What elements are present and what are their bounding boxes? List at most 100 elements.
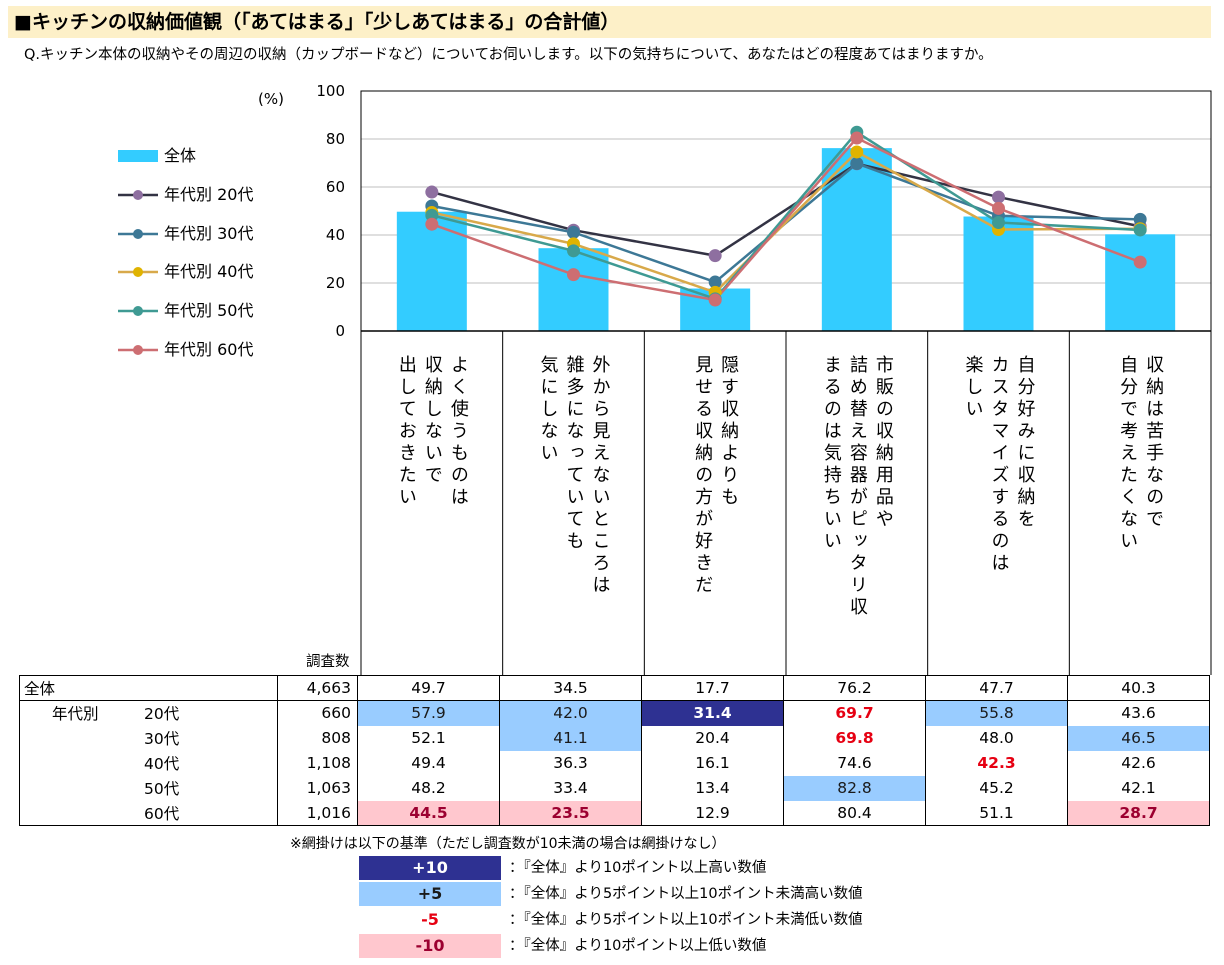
age-label: 60代 <box>144 804 180 823</box>
key-description: ：『全体』より5ポイント以上10ポイント未満低い数値 <box>509 912 863 928</box>
category-label-line: 隠す収納よりも <box>718 355 740 509</box>
y-tick-label: 60 <box>326 178 345 196</box>
survey-count: 1,016 <box>277 800 358 826</box>
data-point <box>425 217 439 231</box>
table-cell: 42.0 <box>499 700 642 726</box>
table-cell: 16.1 <box>641 750 784 776</box>
table-cell: 31.4 <box>641 700 784 726</box>
y-axis-unit: (%) <box>258 90 284 108</box>
data-table: 全体 4,663 49.7 34.5 17.7 76.2 47.7 40.3 年代別 20代 660… <box>19 675 1210 826</box>
category-label: よく使うものは 収納しないで 出しておきたい <box>361 333 503 671</box>
survey-count: 1,063 <box>277 775 358 801</box>
y-tick-label: 0 <box>335 322 345 340</box>
table-cell: 33.4 <box>499 775 642 801</box>
category-label-line: 自分で考えたくない <box>1117 355 1139 553</box>
data-point <box>992 190 1005 204</box>
key-swatch: -10 <box>359 934 501 958</box>
category-label-line: 外から見えないところは <box>589 355 611 597</box>
survey-count: 660 <box>277 700 358 726</box>
legend-label: 年代別 20代 <box>164 184 254 204</box>
legend-swatch <box>118 267 158 278</box>
category-label: 収納は苦手なので 自分で考えたくない <box>1069 333 1211 671</box>
category-label-line: よく使うものは <box>447 355 469 509</box>
table-cell: 49.4 <box>357 750 500 776</box>
legend-item: 年代別 30代 <box>118 222 318 246</box>
bar <box>1105 234 1176 331</box>
table-cell: 41.1 <box>499 725 642 751</box>
category-label-line: 収納は苦手なので <box>1143 355 1165 531</box>
y-tick-label: 80 <box>326 130 345 148</box>
table-cell: 49.7 <box>357 675 500 701</box>
table-cell: 48.0 <box>925 725 1068 751</box>
category-label: 外から見えないところは 雑多になっていても 気にしない <box>503 333 645 671</box>
table-cell: 42.3 <box>925 750 1068 776</box>
table-cell: 40.3 <box>1067 675 1210 701</box>
series-line <box>431 130 1141 301</box>
category-label-line: 気にしない <box>537 355 559 465</box>
row-label: 50代 <box>19 775 278 801</box>
table-cell: 44.5 <box>357 800 500 826</box>
category-label-line: 詰め替え容器がピッタリ収 <box>846 355 868 619</box>
legend-item: 年代別 20代 <box>118 183 318 207</box>
table-cell: 74.6 <box>783 750 926 776</box>
table-row: 30代 808 52.1 41.1 20.4 69.8 48.0 46.5 <box>19 725 1210 751</box>
survey-count: 1,108 <box>277 750 358 776</box>
data-point <box>708 293 722 307</box>
table-cell: 43.6 <box>1067 700 1210 726</box>
survey-count-header: 調査数 <box>306 654 350 670</box>
table-cell: 42.6 <box>1067 750 1210 776</box>
group-label: 年代別 <box>52 705 99 724</box>
table-cell: 48.2 <box>357 775 500 801</box>
legend-swatch <box>118 150 158 162</box>
key-description: ：『全体』より10ポイント以上低い数値 <box>509 938 767 954</box>
category-label-line: まるのは気持ちいい <box>820 355 842 553</box>
y-tick-label: 100 <box>316 82 345 100</box>
key-description: ：『全体』より5ポイント以上10ポイント未満高い数値 <box>509 886 863 902</box>
table-cell: 69.7 <box>783 700 926 726</box>
table-cell: 52.1 <box>357 725 500 751</box>
legend-item: 年代別 50代 <box>118 299 318 323</box>
age-label: 50代 <box>144 780 180 798</box>
legend-label: 年代別 60代 <box>164 340 254 359</box>
key-swatch: +5 <box>359 882 501 906</box>
bar <box>538 248 609 331</box>
legend-item: 年代別 60代 <box>118 338 318 362</box>
age-label: 30代 <box>144 730 180 748</box>
legend-item: 年代別 40代 <box>118 260 318 284</box>
legend-swatch <box>118 189 158 200</box>
row-label: 年代別 20代 <box>19 700 278 726</box>
table-cell: 69.8 <box>783 725 926 751</box>
table-cell: 57.9 <box>357 700 500 726</box>
data-point <box>567 244 580 258</box>
key-swatch: +10 <box>359 856 501 880</box>
series-line <box>431 150 1141 294</box>
category-label: 市販の収納用品や 詰め替え容器がピッタリ収 まるのは気持ちいい <box>786 333 928 671</box>
legend-swatch <box>118 228 158 239</box>
category-label-line: カスタマイズするのは <box>988 355 1010 575</box>
data-point <box>567 225 580 239</box>
legend-label: 全体 <box>164 146 197 165</box>
row-label: 40代 <box>19 750 278 776</box>
age-label: 40代 <box>144 755 180 773</box>
table-cell: 55.8 <box>925 700 1068 726</box>
row-label: 全体 <box>19 675 278 701</box>
legend-label: 年代別 50代 <box>164 301 254 321</box>
table-row: 40代 1,108 49.4 36.3 16.1 74.6 42.3 42.6 <box>19 750 1210 776</box>
data-point <box>425 185 439 199</box>
table-row: 50代 1,063 48.2 33.4 13.4 82.8 45.2 42.1 <box>19 775 1210 801</box>
data-point <box>850 156 864 170</box>
data-point <box>708 249 722 263</box>
data-point <box>1133 223 1147 237</box>
age-label: 20代 <box>144 705 180 724</box>
table-cell: 34.5 <box>499 675 642 701</box>
category-label-line: 出しておきたい <box>395 355 417 509</box>
category-label: 隠す収納よりも 見せる収納の方が好きだ <box>644 333 786 671</box>
table-row: 60代 1,016 44.5 23.5 12.9 80.4 51.1 28.7 <box>19 800 1210 826</box>
data-point <box>992 201 1005 215</box>
survey-count: 4,663 <box>277 675 358 701</box>
table-cell: 23.5 <box>499 800 642 826</box>
table-cell: 28.7 <box>1067 800 1210 826</box>
data-point <box>850 145 864 159</box>
table-cell: 51.1 <box>925 800 1068 826</box>
table-cell: 36.3 <box>499 750 642 776</box>
